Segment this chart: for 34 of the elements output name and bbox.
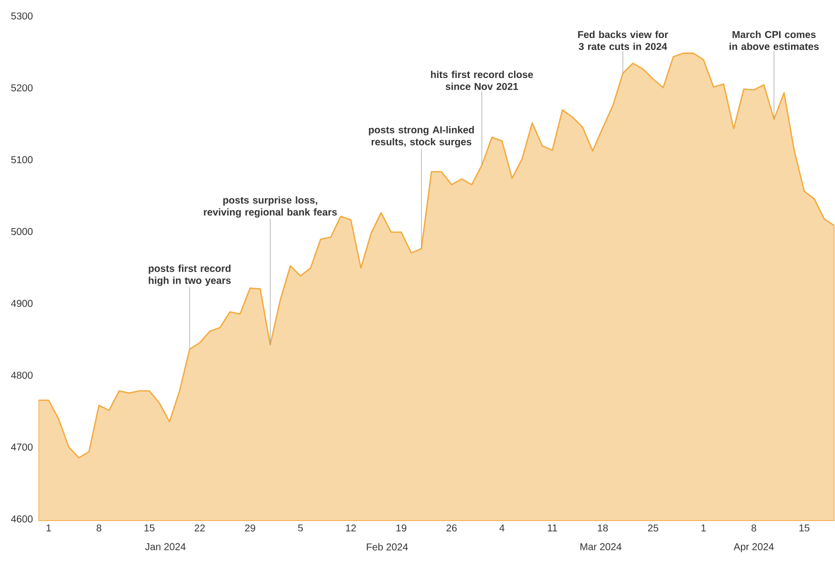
annotation: Fed backs view for 3 rate cuts in 2024 — [578, 30, 668, 50]
x-tick-label: 1 — [46, 524, 51, 532]
annotation: posts strong AI-linked results, stock surges — [368, 126, 474, 148]
x-tick-label: 19 — [396, 524, 406, 532]
x-tick-label: 8 — [752, 524, 756, 532]
x-tick-label: 29 — [245, 524, 256, 532]
y-tick-label: 4600 — [11, 515, 33, 522]
x-tick-label: 25 — [648, 524, 658, 532]
x-tick-label: 8 — [96, 524, 102, 532]
annotation: posts first record high in two years — [148, 264, 231, 286]
text: Mar 2024 — [580, 543, 622, 550]
x-tick-label: 18 — [598, 524, 608, 532]
y-tick-label: 4800 — [11, 372, 33, 379]
x-tick-label: 5 — [298, 524, 303, 532]
y-tick-label: 5100 — [11, 156, 33, 164]
x-tick-label: 12 — [346, 524, 356, 532]
annotation: hits first record close since Nov 2021 — [431, 70, 533, 90]
y-tick-label: 4700 — [11, 444, 33, 451]
x-tick-label: 11 — [548, 524, 558, 532]
x-tick-label: 15 — [144, 524, 154, 532]
y-tick-label: 5200 — [11, 84, 33, 92]
x-tick-label: 1 — [701, 524, 706, 532]
x-tick-label: 26 — [446, 524, 457, 532]
text: Feb 2024 — [366, 543, 408, 550]
y-tick-label: 4900 — [11, 300, 33, 307]
y-tick-label: 5300 — [11, 12, 33, 20]
y-tick-label: 5000 — [11, 228, 33, 236]
annotation: March CPI comes in above estimates — [730, 30, 819, 50]
x-tick-label: 4 — [499, 524, 504, 532]
text: Jan 2024 — [145, 543, 186, 550]
text: Apr 2024 — [734, 543, 774, 552]
x-tick-label: 15 — [799, 524, 810, 532]
x-tick-label: 22 — [194, 524, 205, 532]
annotation: posts surprise loss, reviving regional bank fears — [204, 196, 337, 218]
